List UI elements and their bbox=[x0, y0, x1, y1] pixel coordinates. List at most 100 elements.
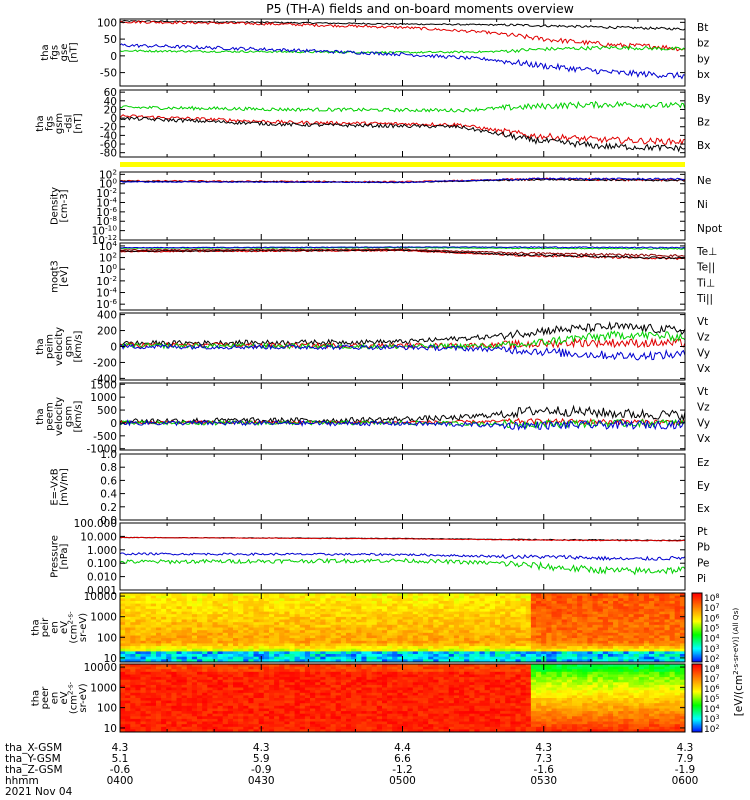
colorbar-bottom-cell bbox=[692, 719, 702, 722]
colorbar-bottom-frame bbox=[691, 663, 703, 733]
colorbar-bottom-cell bbox=[692, 701, 702, 703]
colorbar-top-cell bbox=[692, 597, 702, 600]
colorbar-bottom-cell bbox=[692, 727, 702, 730]
series-Vx bbox=[120, 419, 685, 431]
colorbar-top-cell bbox=[692, 654, 702, 656]
y-axis-label: velocity bbox=[54, 327, 65, 366]
footer-row-label: tha_Y-GSM bbox=[5, 753, 61, 765]
y-tick-label: 10 bbox=[104, 723, 117, 735]
colorbar-top-cell bbox=[692, 632, 702, 634]
colorbar-bottom-cell bbox=[692, 713, 702, 716]
y-tick-label: 10-4 bbox=[96, 285, 117, 300]
colorbar-bottom-cell bbox=[692, 696, 702, 699]
colorbar-top-cell bbox=[692, 657, 702, 659]
y-tick-label: 400 bbox=[97, 310, 117, 322]
y-tick-label: 40 bbox=[104, 96, 117, 108]
colorbar-bottom-cell bbox=[692, 674, 702, 676]
legend-Ey: Ey bbox=[697, 480, 710, 492]
colorbar-top-cell bbox=[692, 628, 702, 631]
y-tick-label: 50 bbox=[104, 34, 117, 46]
colorbar-bottom-cell bbox=[692, 700, 702, 702]
colorbar-bottom-tick: 105 bbox=[704, 694, 719, 706]
series-By bbox=[120, 100, 685, 113]
legend-Ez: Ez bbox=[697, 457, 710, 469]
y-tick-label: 102 bbox=[99, 250, 117, 265]
colorbar-bottom-cell bbox=[692, 677, 702, 680]
colorbar-top-cell bbox=[692, 622, 702, 625]
colorbar-top-cell bbox=[692, 609, 702, 611]
legend-Vt: Vt bbox=[697, 316, 708, 328]
series-bz bbox=[120, 20, 685, 52]
colorbar-bottom-cell bbox=[692, 675, 702, 677]
y-axis-label: tha bbox=[35, 408, 46, 424]
colorbar-top-cell bbox=[692, 629, 702, 632]
footer-value: 5.1 bbox=[112, 753, 129, 765]
colorbar-label: [eV/(cm2-s-sr-eV)] (All Qs) bbox=[731, 608, 746, 717]
colorbar-bottom-cell bbox=[692, 679, 702, 682]
colorbar-bottom-cell bbox=[692, 722, 702, 725]
y-axis-label: peer bbox=[40, 686, 51, 710]
y-axis-label: [nT] bbox=[68, 42, 79, 62]
colorbar-top-cell bbox=[692, 606, 702, 609]
y-tick-label: 10000 bbox=[84, 662, 117, 674]
footer-value: 7.9 bbox=[677, 753, 694, 765]
y-tick-label: 100 bbox=[97, 17, 117, 29]
colorbar-top-cell bbox=[692, 624, 702, 626]
colorbar-top-cell bbox=[692, 599, 702, 602]
y-tick-label: -500 bbox=[93, 431, 117, 443]
colorbar-top-cell bbox=[692, 640, 702, 642]
legend-Npot: Npot bbox=[697, 223, 722, 235]
colorbar-top-cell bbox=[692, 658, 702, 661]
y-tick-label: 0.6 bbox=[100, 475, 117, 487]
series-Pi bbox=[120, 552, 685, 562]
legend-Ne: Ne bbox=[697, 175, 711, 187]
legend-Te||: Te|| bbox=[696, 262, 715, 274]
y-tick-label: 1500 bbox=[90, 379, 117, 391]
footer-value: 0430 bbox=[248, 775, 275, 787]
legend-Vx: Vx bbox=[697, 363, 710, 375]
quality-flag-bar bbox=[120, 162, 685, 167]
footer-value: 0530 bbox=[530, 775, 557, 787]
colorbar-bottom-cell bbox=[692, 681, 702, 683]
colorbar-bottom-cell bbox=[692, 693, 702, 696]
y-axis-label: Pressure bbox=[49, 535, 60, 578]
footer-value: -0.9 bbox=[251, 764, 272, 776]
legend-Ti||: Ti|| bbox=[696, 293, 713, 305]
colorbar-top-cell bbox=[692, 652, 702, 655]
y-tick-label: -40 bbox=[100, 130, 117, 142]
y-tick-label: 10.000 bbox=[80, 531, 117, 543]
colorbar-top-cell bbox=[692, 617, 702, 619]
colorbar-bottom-tick: 104 bbox=[704, 704, 719, 716]
y-tick-label: 10-2 bbox=[96, 186, 117, 201]
y-tick-label: -50 bbox=[100, 68, 117, 80]
y-tick-label: 0 bbox=[110, 113, 117, 125]
y-axis-label: eV bbox=[59, 691, 70, 704]
y-tick-label: -20 bbox=[100, 122, 117, 134]
legend-Pe: Pe bbox=[697, 557, 709, 569]
colorbar-top-cell bbox=[692, 627, 702, 630]
colorbar-top-cell bbox=[692, 648, 702, 650]
colorbar-bottom-cell bbox=[692, 669, 702, 672]
colorbar-bottom-cell bbox=[692, 664, 702, 666]
y-tick-label: -400 bbox=[93, 373, 117, 385]
colorbar-bottom-cell bbox=[692, 687, 702, 690]
series-Pe bbox=[120, 557, 685, 576]
colorbar-top-tick: 104 bbox=[704, 633, 719, 645]
y-axis-label: en bbox=[49, 621, 60, 634]
series-bx bbox=[120, 43, 685, 80]
y-tick-label: 0 bbox=[110, 342, 117, 354]
colorbar-bottom-cell bbox=[692, 705, 702, 708]
colorbar-bottom-cell bbox=[692, 728, 702, 731]
colorbar-bottom-cell bbox=[692, 711, 702, 714]
colorbar-bottom-cell bbox=[692, 666, 702, 668]
y-axis-label: Density bbox=[49, 187, 60, 225]
y-tick-label: 1.000 bbox=[87, 545, 117, 557]
y-tick-label: 20 bbox=[104, 104, 117, 116]
legend-bz: bz bbox=[697, 38, 710, 50]
y-axis-label: moqt3 bbox=[49, 260, 60, 293]
